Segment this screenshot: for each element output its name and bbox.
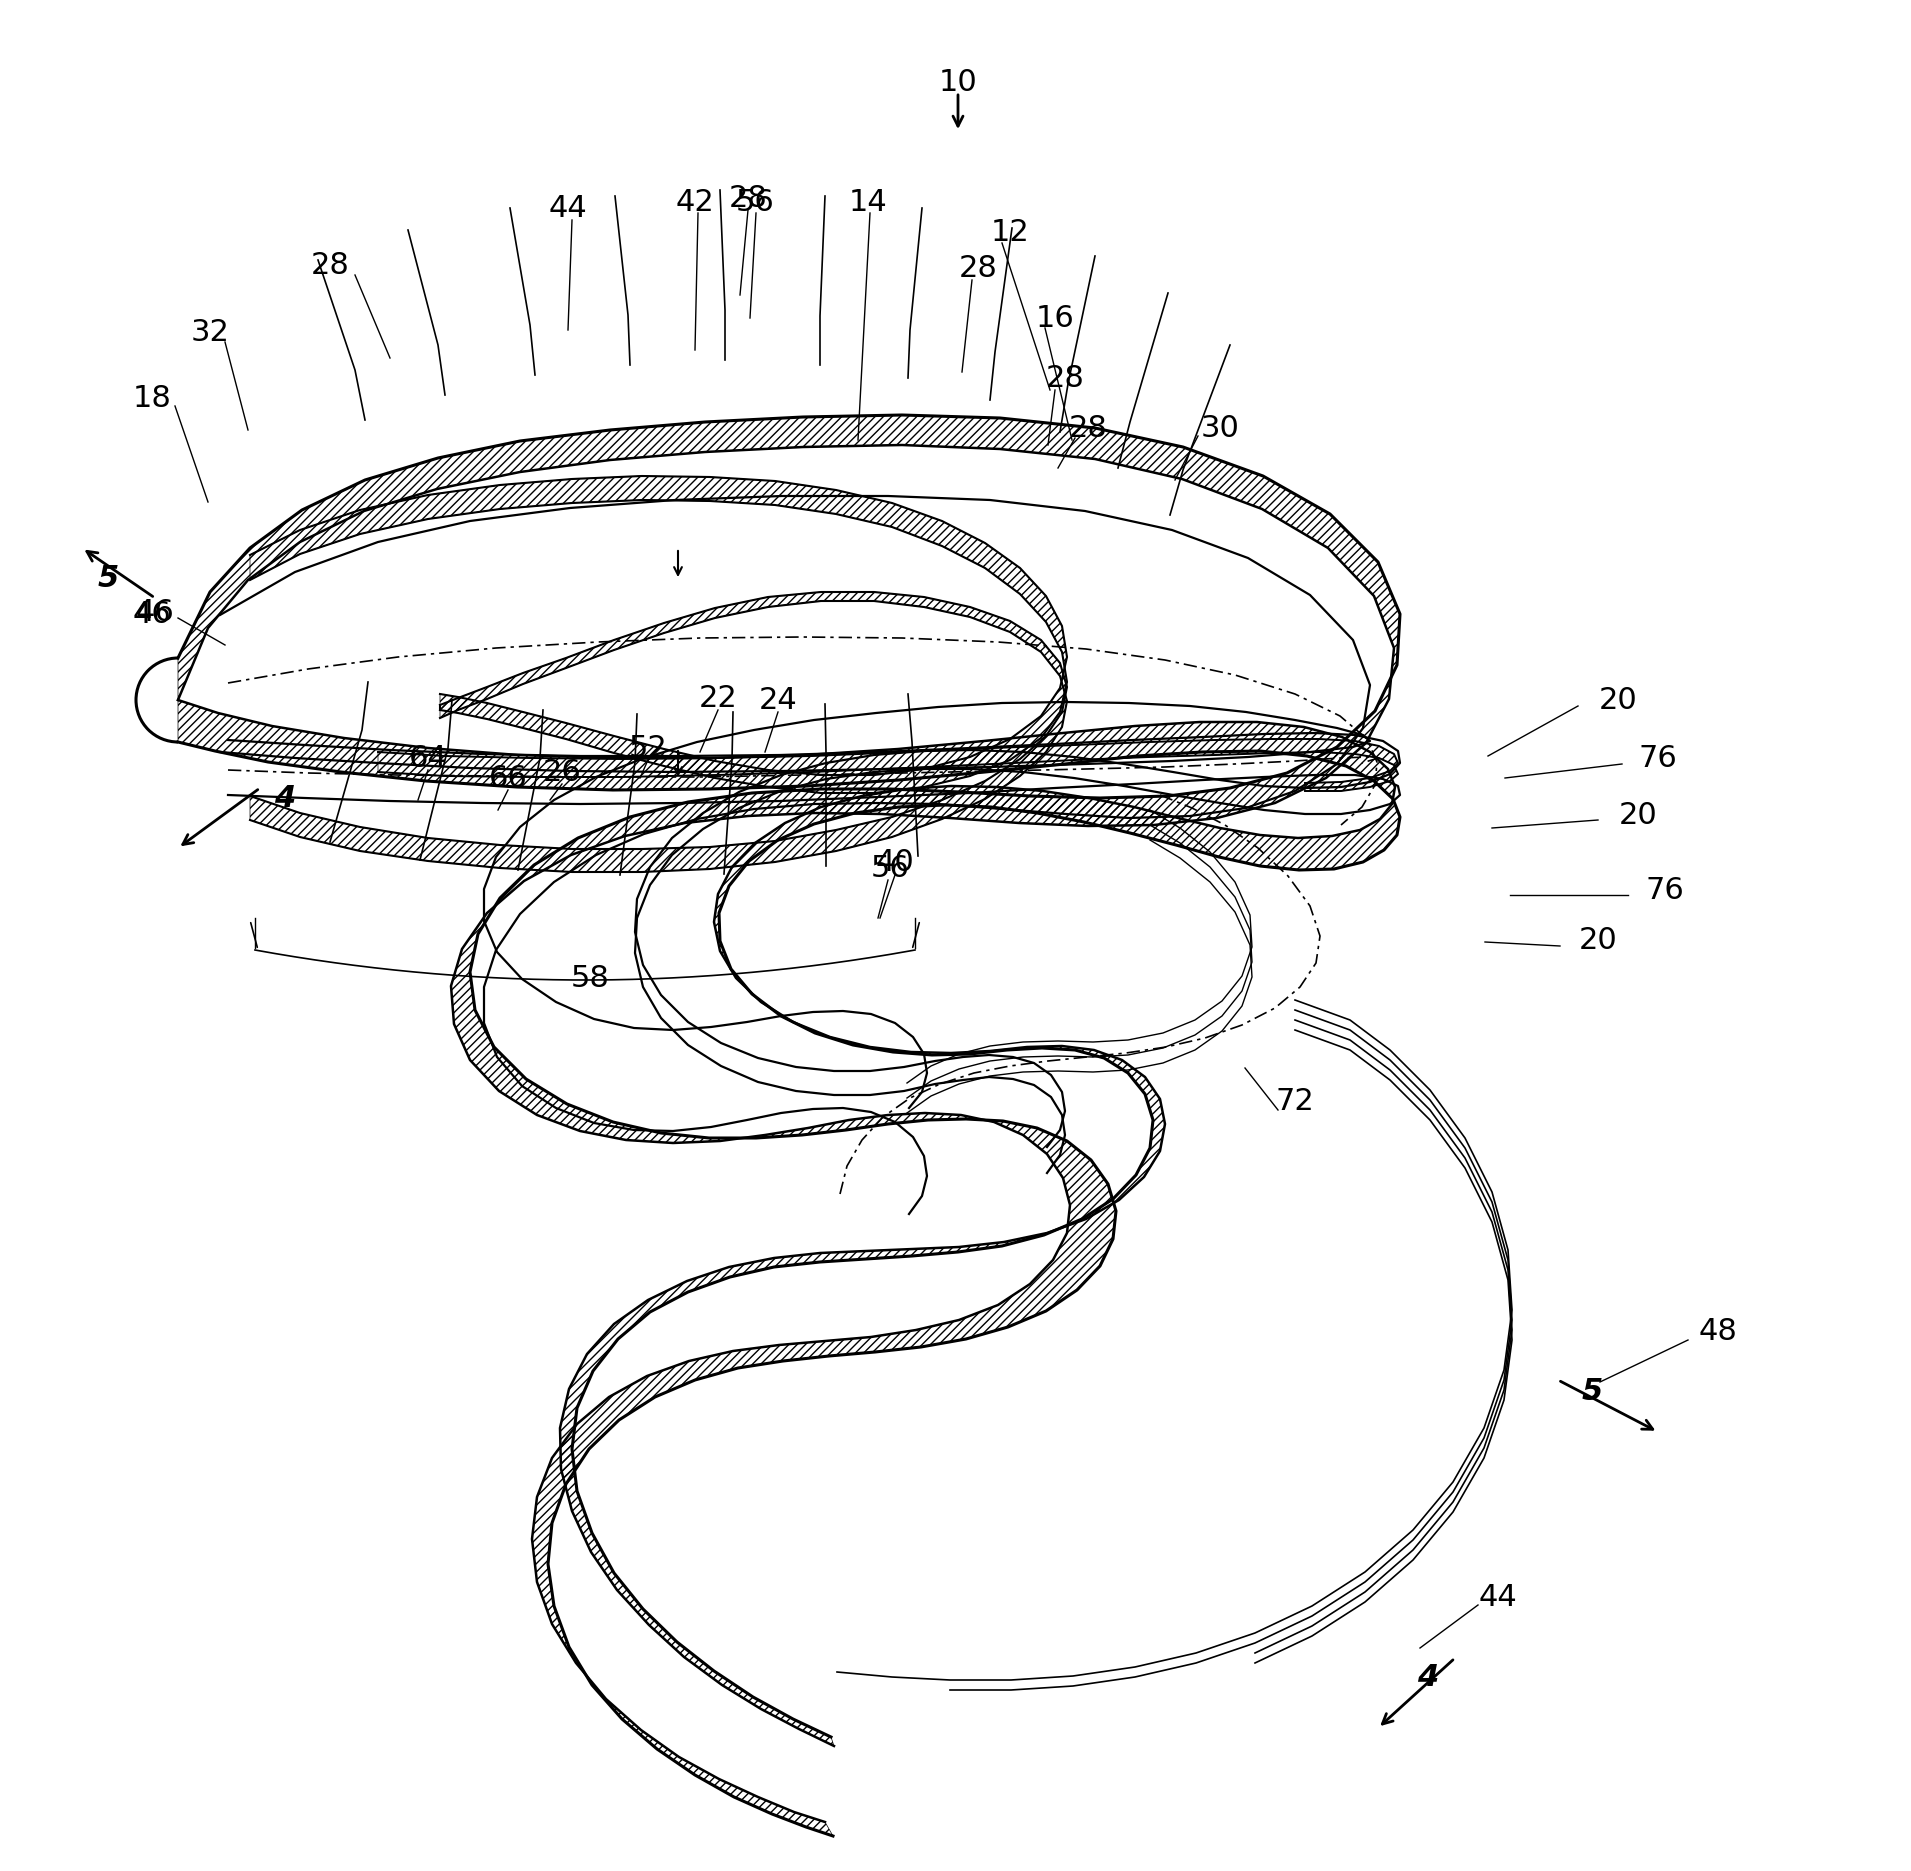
Text: 18: 18 bbox=[132, 384, 172, 412]
Text: 12: 12 bbox=[990, 217, 1030, 247]
Text: 48: 48 bbox=[1699, 1317, 1737, 1347]
Text: 46: 46 bbox=[132, 599, 172, 629]
Text: 24: 24 bbox=[759, 685, 797, 715]
Text: 64: 64 bbox=[409, 743, 447, 773]
Text: 26: 26 bbox=[543, 758, 581, 786]
Polygon shape bbox=[250, 475, 1066, 793]
Text: 76: 76 bbox=[1638, 743, 1678, 773]
Polygon shape bbox=[250, 591, 1066, 872]
Text: 56: 56 bbox=[871, 853, 910, 883]
Text: 16: 16 bbox=[1036, 303, 1074, 333]
Text: 46: 46 bbox=[136, 597, 174, 627]
Polygon shape bbox=[178, 700, 1401, 1746]
Polygon shape bbox=[378, 739, 1399, 791]
Text: 44: 44 bbox=[1479, 1583, 1517, 1613]
Text: 30: 30 bbox=[1200, 413, 1240, 443]
Text: 28: 28 bbox=[728, 183, 768, 213]
Text: 28: 28 bbox=[1045, 363, 1084, 393]
Text: 28: 28 bbox=[1068, 413, 1108, 443]
Text: 28: 28 bbox=[311, 251, 350, 279]
Polygon shape bbox=[178, 415, 1401, 1835]
Text: 20: 20 bbox=[1619, 801, 1657, 829]
Text: 72: 72 bbox=[1277, 1087, 1315, 1117]
Text: 40: 40 bbox=[875, 848, 913, 876]
Text: 22: 22 bbox=[699, 683, 738, 713]
Text: 4: 4 bbox=[1418, 1663, 1439, 1693]
Text: 32: 32 bbox=[191, 318, 229, 346]
Text: 76: 76 bbox=[1645, 876, 1684, 904]
Text: 5: 5 bbox=[97, 563, 118, 593]
Text: 42: 42 bbox=[676, 187, 715, 217]
Text: 52: 52 bbox=[629, 733, 667, 763]
Text: 4: 4 bbox=[275, 784, 296, 812]
Text: 14: 14 bbox=[848, 187, 887, 217]
Text: 56: 56 bbox=[736, 187, 774, 217]
Text: 20: 20 bbox=[1600, 685, 1638, 715]
Text: 28: 28 bbox=[959, 253, 998, 283]
Text: 10: 10 bbox=[938, 67, 977, 97]
Text: 66: 66 bbox=[489, 763, 527, 793]
Text: 20: 20 bbox=[1578, 926, 1617, 954]
Text: 5: 5 bbox=[1582, 1377, 1603, 1407]
Text: 44: 44 bbox=[548, 193, 587, 223]
Text: 58: 58 bbox=[571, 964, 610, 992]
